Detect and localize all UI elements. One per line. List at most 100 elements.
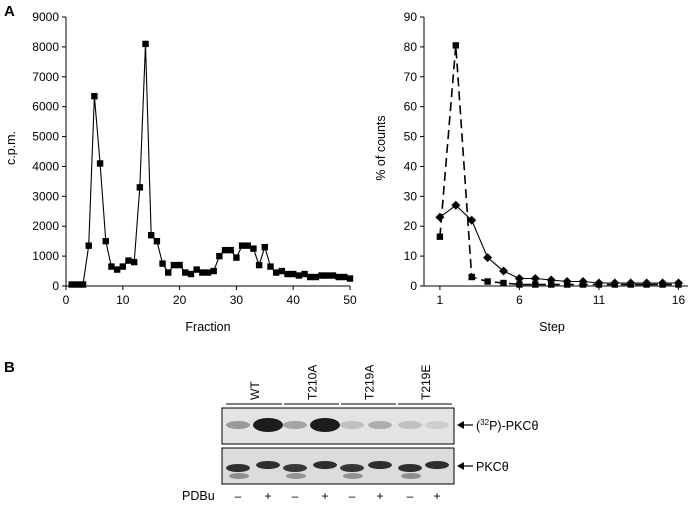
chart1-data-point [153, 237, 161, 245]
chart1-data-point [295, 272, 303, 279]
chart1-data-point [125, 257, 132, 264]
chart1-data-point [284, 270, 291, 278]
total-protein-band [398, 464, 422, 472]
chart2-data-point [532, 281, 539, 288]
chart2-data-point [452, 42, 460, 49]
total-protein-lower-band [229, 473, 249, 479]
chart1-data-point [159, 260, 166, 267]
treatment-sign: – [349, 489, 356, 503]
total-protein-band [256, 461, 280, 469]
chart1-data-point [244, 242, 251, 249]
chart2-data-point [658, 278, 668, 288]
lane-group-label: T210A [306, 365, 320, 400]
chart1-data-point [318, 272, 325, 279]
chart1-x-tick-label: 30 [230, 293, 244, 307]
chart2-y-tick-label: 40 [404, 159, 418, 173]
chart1-y-tick-label: 1000 [32, 249, 59, 263]
chart1-data-point [136, 184, 144, 191]
chart1-data-point [346, 275, 354, 282]
chart1-data-point [204, 269, 212, 276]
chart1-y-tick-label: 6000 [32, 100, 59, 114]
chart2-data-point [594, 278, 604, 288]
chart1-x-tick-label: 10 [116, 293, 130, 307]
chart2-data-point [436, 233, 444, 240]
treatment-sign: + [321, 489, 328, 503]
chart1-data-point [96, 160, 104, 167]
chart2-y-tick-label: 10 [404, 249, 418, 263]
chart1-data-point [148, 231, 155, 239]
chart1-data-point [130, 258, 138, 266]
treatment-sign: – [235, 489, 242, 503]
total-protein-band [313, 461, 337, 469]
chart1-data-point [102, 237, 109, 245]
chart2-square-series-line [439, 45, 679, 286]
chart2-x-tick-label: 11 [593, 293, 606, 307]
chart1-data-point [210, 267, 217, 275]
chart1-data-point [176, 261, 183, 269]
fraction-cpm-chart: 0 1000 2000 3000 4000 5000 6000 7000 8000 9000 0 1… [4, 10, 357, 334]
chart2-y-tick-label: 90 [404, 10, 418, 24]
chart1-data-point [182, 269, 189, 276]
chart2-data-point [530, 274, 540, 284]
chart2-diamond-series-line [439, 204, 679, 284]
chart1-data-point [233, 254, 240, 261]
total-protein-band [340, 464, 364, 472]
treatment-sign: – [407, 489, 414, 503]
phospho-band [398, 421, 422, 429]
chart1-data-point [113, 266, 121, 273]
chart1-x-tick-label: 50 [343, 293, 357, 307]
chart1-data-point [165, 269, 172, 276]
total-protein-band [226, 464, 250, 472]
total-protein-band [425, 461, 449, 469]
chart2-data-point [514, 274, 524, 284]
chart1-data-point [312, 273, 320, 281]
chart2-data-point [451, 200, 461, 210]
chart1-y-tick-label: 2000 [32, 219, 59, 233]
chart2-data-point [610, 278, 620, 288]
phospho-band [310, 418, 340, 432]
chart1-data-point [142, 40, 149, 48]
lane-group-label: T219A [363, 365, 377, 400]
chart1-x-title: Fraction [185, 320, 230, 334]
phospho-band [425, 421, 449, 429]
western-blot: WT T210A T219A T219E (32P)-PKCθ PKCθ PDBu –… [182, 365, 538, 503]
chart2-data-point [562, 277, 572, 287]
chart1-data-point [79, 281, 87, 288]
chart1-y-tick-label: 9000 [32, 10, 59, 24]
chart2-y-tick-label: 0 [410, 279, 417, 293]
total-protein-lower-band [286, 473, 306, 479]
chart2-data-point [484, 278, 491, 285]
chart2-y-title: % of counts [374, 115, 388, 180]
chart2-data-point [483, 253, 493, 263]
bottom-band-arrowhead [457, 462, 464, 470]
chart1-data-point [278, 267, 286, 275]
chart1-data-point [74, 281, 81, 288]
total-protein-band [368, 461, 392, 469]
chart1-y-title: c.p.m. [4, 131, 18, 165]
chart1-data-point [119, 263, 126, 270]
chart2-y-tick-label: 30 [404, 189, 418, 203]
phospho-band [283, 421, 307, 429]
chart1-data-point [238, 242, 246, 249]
chart1-data-point [341, 273, 348, 281]
chart1-data-point [199, 269, 206, 276]
chart2-y-tick-label: 20 [404, 219, 418, 233]
chart1-data-point [193, 266, 200, 273]
chart2-data-point [467, 215, 477, 225]
chart1-data-point [227, 246, 234, 254]
treatment-label: PDBu [182, 489, 215, 503]
chart1-data-point [324, 272, 331, 279]
chart2-x-title: Step [539, 320, 565, 334]
total-protein-lower-band [401, 473, 421, 479]
chart1-data-point [216, 252, 223, 260]
phospho-band [340, 421, 364, 429]
chart2-data-point [499, 266, 509, 276]
chart1-data-point [108, 263, 115, 270]
chart1-data-point [301, 270, 308, 278]
treatment-sign: + [264, 489, 271, 503]
total-protein-band [283, 464, 307, 472]
chart2-data-point [516, 281, 523, 288]
panel-b-label: B [4, 359, 15, 376]
